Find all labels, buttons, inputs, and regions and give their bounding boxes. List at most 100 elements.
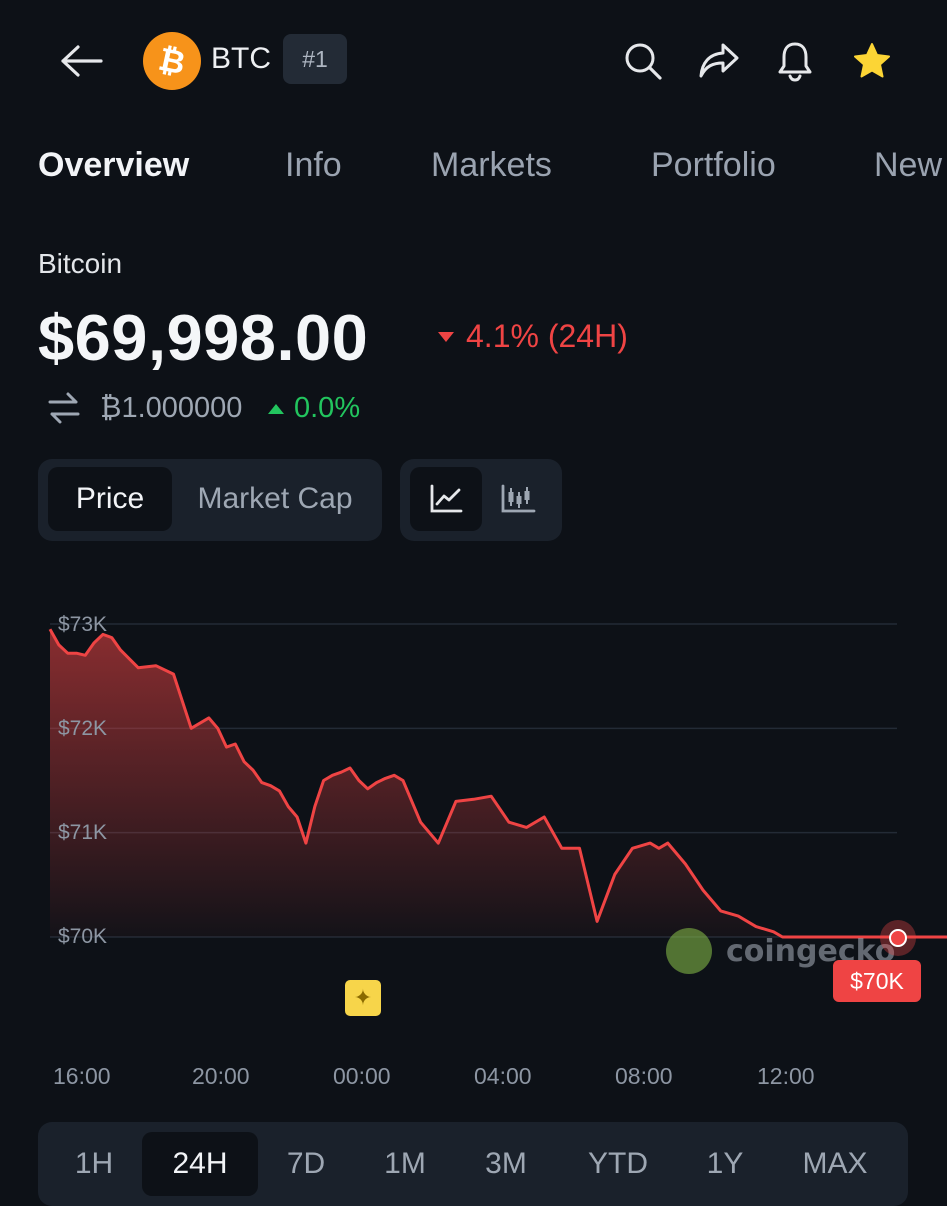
search-icon (625, 43, 662, 80)
x-tick-label: 12:00 (757, 1063, 815, 1089)
price-point (657, 846, 661, 850)
bitcoin-logo-icon: ₿ (143, 32, 201, 90)
price-point (251, 768, 255, 772)
tab-news[interactable]: New (874, 146, 943, 184)
y-tick-label: $70K (58, 925, 108, 948)
btc-value: ₿1.000000 (100, 392, 243, 424)
x-tick-label: 20:00 (192, 1063, 250, 1089)
price-point (489, 794, 493, 798)
price-point (277, 789, 281, 793)
back-button[interactable] (56, 38, 106, 84)
price-point (172, 672, 176, 676)
line-chart-button[interactable] (410, 467, 482, 531)
price-point (154, 664, 158, 668)
last-price-tag: $70K (833, 960, 921, 1002)
price-point (630, 846, 634, 850)
range-ytd[interactable]: YTD (588, 1147, 648, 1180)
convert-icon (46, 390, 82, 426)
bell-icon (778, 42, 812, 82)
x-tick-label: 00:00 (333, 1063, 391, 1089)
price-point (357, 779, 361, 783)
price-area (50, 629, 947, 937)
price-point (436, 841, 440, 845)
range-3m[interactable]: 3M (485, 1147, 527, 1180)
price-point (110, 636, 114, 640)
price-point (322, 779, 326, 783)
btc-change-value: 0.0% (294, 392, 361, 424)
price-point (207, 716, 211, 720)
price-point (295, 815, 299, 819)
candlestick-icon (501, 484, 536, 513)
price-point (136, 666, 140, 670)
x-tick-label: 16:00 (53, 1063, 111, 1089)
alert-button[interactable] (772, 38, 818, 84)
share-icon (699, 43, 739, 78)
price-point (339, 770, 343, 774)
price-point (595, 919, 599, 923)
price-point (383, 776, 387, 780)
candlestick-button[interactable] (482, 467, 554, 531)
x-tick-label: 08:00 (615, 1063, 673, 1089)
price-point (578, 846, 582, 850)
price-point (560, 846, 564, 850)
price-point (472, 797, 476, 801)
price-point (233, 742, 237, 746)
time-range-selector: 1H 24H 7D 1M 3M YTD 1Y MAX (38, 1122, 908, 1206)
price-point (66, 651, 70, 655)
price-point (366, 787, 370, 791)
price-point (401, 779, 405, 783)
rank-badge: #1 (283, 34, 347, 84)
tab-markets[interactable]: Markets (431, 146, 552, 184)
market-cap-option[interactable]: Market Cap (197, 482, 353, 515)
price-point (701, 888, 705, 892)
share-button[interactable] (696, 38, 742, 84)
price-point (648, 841, 652, 845)
price-point (507, 820, 511, 824)
price-point (57, 643, 61, 647)
range-1m[interactable]: 1M (384, 1147, 426, 1180)
watchlist-star-button[interactable] (849, 38, 895, 84)
price-point (939, 935, 943, 939)
price-point (613, 872, 617, 876)
price-change-24h-value: 4.1% (24H) (466, 318, 628, 354)
tab-info[interactable]: Info (285, 146, 342, 184)
price-point (375, 781, 379, 785)
price-change-24h: 4.1% (24H) (438, 318, 628, 355)
chart-type-toggle (400, 459, 562, 541)
price-point (242, 760, 246, 764)
price-point (216, 726, 220, 730)
price-point (419, 820, 423, 824)
price-point (525, 825, 529, 829)
price-point (348, 766, 352, 770)
price-point (74, 651, 78, 655)
price-point (119, 648, 123, 652)
range-7d[interactable]: 7D (286, 1147, 326, 1180)
tab-overview[interactable]: Overview (38, 146, 190, 184)
line-chart-icon (430, 484, 463, 513)
price-point (286, 805, 290, 809)
range-1h[interactable]: 1H (74, 1147, 114, 1180)
price-chart[interactable] (0, 590, 947, 1020)
price-point (225, 745, 229, 749)
btc-change: 0.0% (268, 392, 360, 425)
range-1y[interactable]: 1Y (706, 1147, 744, 1180)
price-point (48, 627, 52, 631)
metric-toggle: Price Market Cap (38, 459, 382, 541)
price-option[interactable]: Price (48, 467, 172, 531)
down-triangle-icon (438, 331, 454, 342)
price-point (260, 781, 264, 785)
range-max[interactable]: MAX (802, 1147, 868, 1180)
x-tick-label: 04:00 (474, 1063, 532, 1089)
price-point (719, 909, 723, 913)
price-point (542, 815, 546, 819)
up-triangle-icon (268, 403, 284, 414)
event-marker-icon[interactable]: ✦ (345, 980, 381, 1016)
y-tick-label: $71K (58, 821, 108, 844)
price-point (269, 784, 273, 788)
coin-symbol: BTC (211, 42, 271, 75)
range-24h[interactable]: 24H (142, 1132, 258, 1196)
tab-portfolio[interactable]: Portfolio (651, 146, 776, 184)
coin-name: Bitcoin (38, 248, 123, 279)
search-button[interactable] (620, 38, 666, 84)
price-point (313, 805, 317, 809)
